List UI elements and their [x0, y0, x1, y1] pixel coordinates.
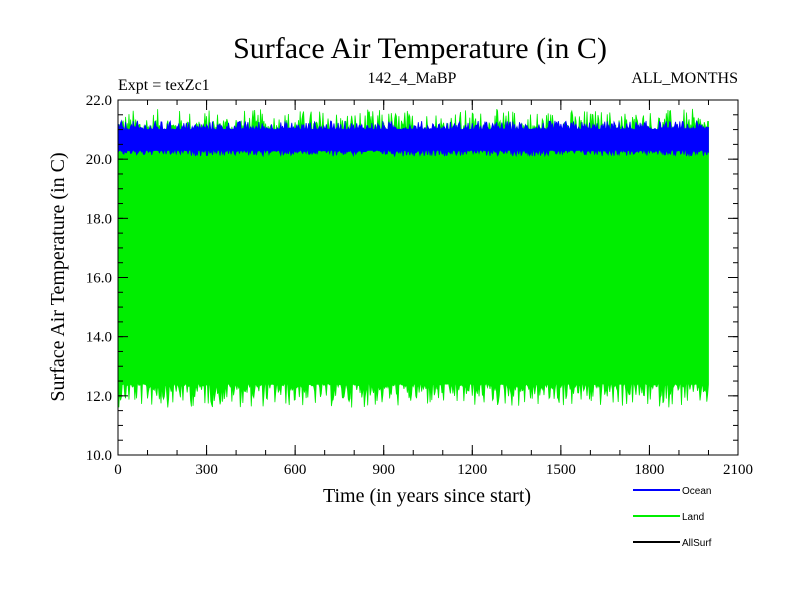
- y-tick-label: 20.0: [86, 152, 112, 168]
- y-tick-label: 16.0: [86, 271, 112, 287]
- chart-title: Surface Air Temperature (in C): [233, 32, 607, 65]
- x-axis-label: Time (in years since start): [323, 485, 531, 507]
- x-tick-label: 600: [284, 462, 307, 478]
- subtitle-months: ALL_MONTHS: [631, 70, 738, 87]
- x-tick-label: 1500: [546, 462, 576, 478]
- series-ocean: [117, 119, 709, 158]
- y-tick-label: 10.0: [86, 448, 112, 464]
- y-tick-label: 14.0: [86, 330, 112, 346]
- y-tick-label: 22.0: [86, 93, 112, 109]
- y-axis-label: Surface Air Temperature (in C): [47, 152, 69, 401]
- plot-area: 10.0 12.0 14.0 16.0 18.0 20.0 22.0 0 300 600 900 12…: [86, 93, 753, 478]
- legend-label-land: Land: [682, 512, 704, 523]
- x-tick-label: 2100: [723, 462, 753, 478]
- x-tick-label: 0: [114, 462, 122, 478]
- x-tick-label: 900: [372, 462, 395, 478]
- x-tick-label: 300: [195, 462, 218, 478]
- subtitle-period: 142_4_MaBP: [368, 70, 457, 87]
- y-tick-label: 18.0: [86, 211, 112, 227]
- x-tick-label: 1200: [457, 462, 487, 478]
- y-tick-label: 12.0: [86, 389, 112, 405]
- legend: Ocean Land AllSurf: [633, 486, 712, 549]
- subtitle-experiment: Expt = texZc1: [118, 77, 210, 94]
- legend-label-ocean: Ocean: [682, 486, 711, 497]
- x-tick-label: 1800: [634, 462, 664, 478]
- legend-label-allsurf: AllSurf: [682, 538, 712, 549]
